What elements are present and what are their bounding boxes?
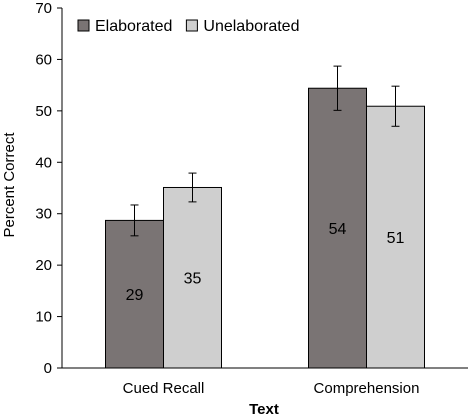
y-axis-ticks: 0 10 20 30 40 50 60 70 — [35, 0, 62, 377]
bar-elaborated-1 — [308, 87, 367, 369]
bars — [105, 87, 425, 369]
data-label: 51 — [387, 230, 405, 247]
bar-unelaborated-0 — [163, 186, 222, 369]
data-labels: 29 35 54 51 — [126, 221, 405, 304]
y-tick-label: 70 — [35, 0, 52, 17]
x-tick-label: Comprehension — [314, 380, 420, 397]
legend: Elaborated Unelaborated — [77, 18, 299, 35]
data-label: 54 — [329, 221, 347, 238]
y-axis-title: Percent Correct — [1, 132, 18, 238]
bar-elaborated-0 — [105, 219, 164, 369]
y-tick-label: 40 — [35, 154, 52, 171]
y-tick-label: 50 — [35, 103, 52, 120]
x-axis-tick-labels: Cued Recall Comprehension — [123, 380, 420, 397]
y-tick-label: 60 — [35, 51, 52, 68]
legend-label: Unelaborated — [203, 18, 299, 35]
y-tick-label: 0 — [44, 360, 52, 377]
error-bars — [130, 65, 400, 237]
x-axis-title: Text — [249, 401, 279, 418]
legend-label: Elaborated — [95, 18, 172, 35]
y-tick-label: 30 — [35, 206, 52, 223]
bar-unelaborated-1 — [366, 105, 425, 369]
y-tick-label: 10 — [35, 309, 52, 326]
legend-swatch — [77, 19, 90, 32]
legend-swatch — [185, 19, 198, 32]
data-label: 35 — [184, 271, 202, 288]
data-label: 29 — [126, 287, 144, 304]
y-tick-label: 20 — [35, 257, 52, 274]
x-tick-label: Cued Recall — [123, 380, 205, 397]
